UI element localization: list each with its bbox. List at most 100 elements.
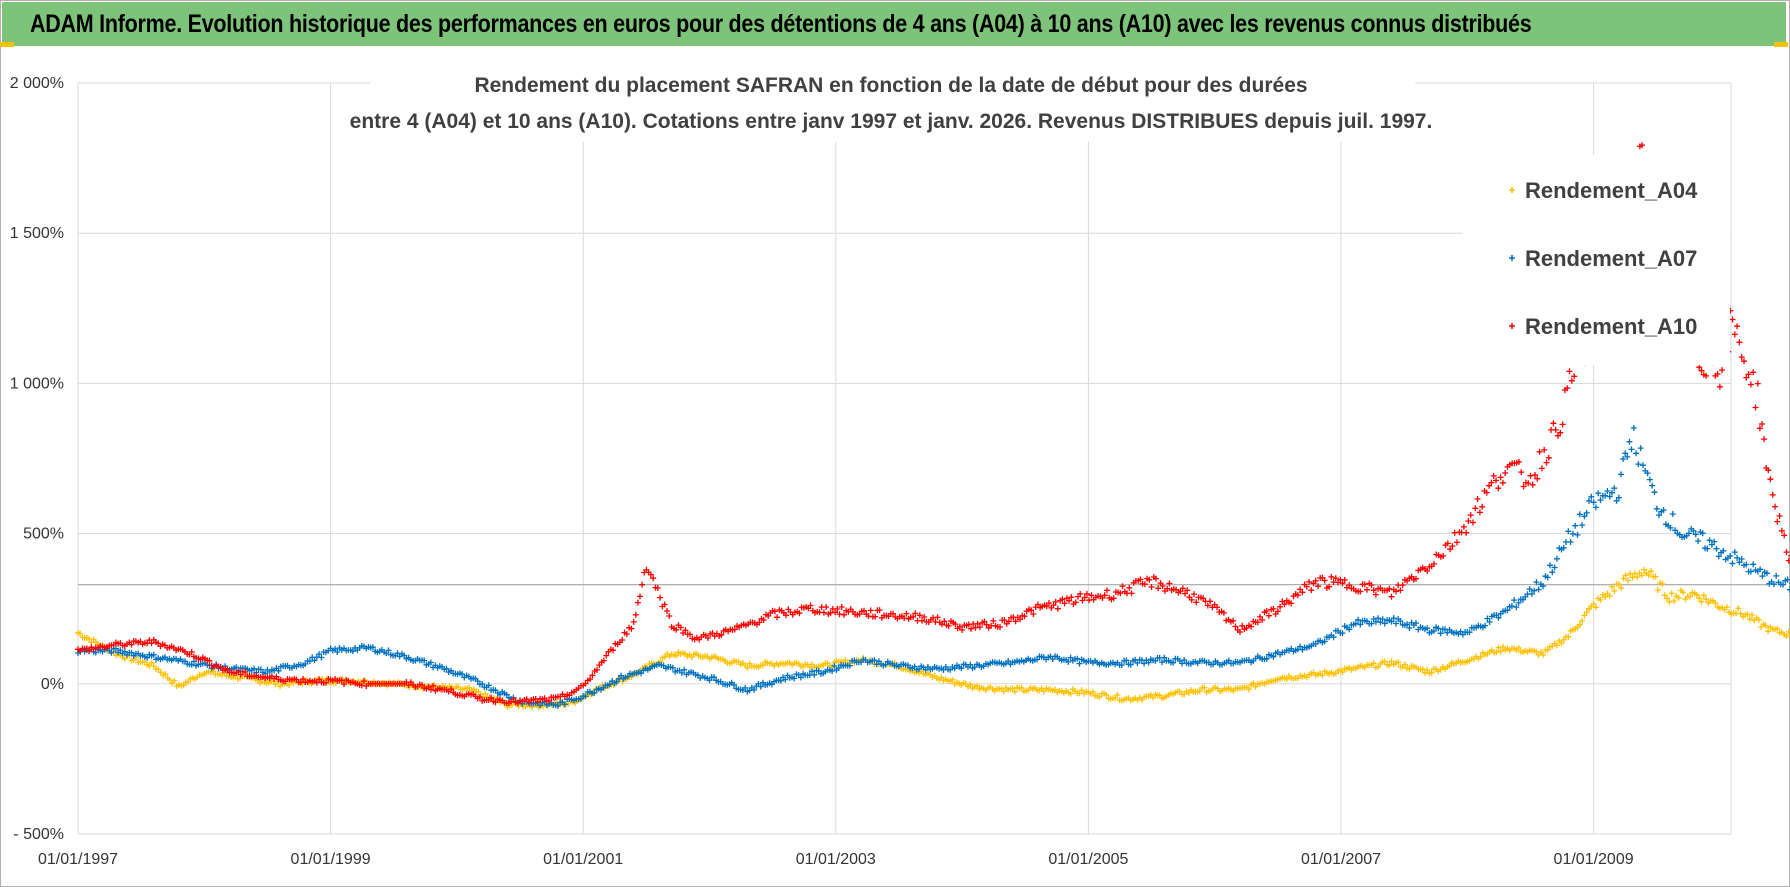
data-point bbox=[1788, 555, 1790, 557]
data-point bbox=[1495, 485, 1502, 492]
data-point bbox=[1332, 575, 1339, 582]
data-point bbox=[1397, 618, 1404, 624]
data-point bbox=[476, 694, 483, 700]
data-point bbox=[1746, 616, 1753, 623]
data-point bbox=[459, 671, 466, 678]
data-point bbox=[77, 630, 84, 637]
data-point bbox=[1754, 380, 1761, 387]
data-point bbox=[1675, 594, 1682, 601]
data-point bbox=[872, 613, 879, 620]
data-point bbox=[682, 627, 689, 634]
data-point bbox=[385, 647, 392, 654]
data-point bbox=[1018, 684, 1025, 691]
data-point bbox=[1118, 662, 1125, 668]
axis-labels: - 500% 0% 500% 1 000% 1 500% 2 000% 01/01/1997… bbox=[10, 75, 1634, 868]
data-point bbox=[1137, 576, 1144, 583]
data-point bbox=[1220, 609, 1227, 616]
data-point bbox=[1297, 643, 1304, 650]
data-point bbox=[1239, 622, 1246, 629]
data-point bbox=[510, 696, 517, 702]
data-point bbox=[1671, 598, 1677, 605]
data-point bbox=[618, 672, 625, 679]
data-point bbox=[1259, 617, 1266, 623]
data-point bbox=[1484, 615, 1491, 622]
data-point bbox=[1618, 471, 1624, 478]
data-point bbox=[811, 671, 818, 678]
data-point bbox=[619, 637, 626, 643]
data-point bbox=[1504, 607, 1511, 614]
data-point bbox=[1734, 554, 1741, 561]
data-point bbox=[1270, 653, 1277, 660]
data-point bbox=[1744, 611, 1751, 618]
data-point bbox=[1012, 618, 1019, 625]
data-point bbox=[1009, 685, 1016, 692]
data-point bbox=[1493, 477, 1499, 484]
data-point bbox=[1540, 651, 1547, 658]
data-point bbox=[1511, 597, 1518, 604]
data-point bbox=[1204, 602, 1211, 609]
chart-title-line1: Rendement du placement SAFRAN en fonctio… bbox=[474, 74, 1307, 97]
data-point bbox=[1375, 615, 1382, 622]
data-point bbox=[1536, 448, 1543, 455]
data-point bbox=[1257, 613, 1263, 620]
data-point bbox=[1586, 497, 1592, 504]
data-point bbox=[1328, 573, 1335, 580]
data-point bbox=[1463, 529, 1470, 536]
data-point bbox=[316, 651, 323, 658]
y-tick-label: 2 000% bbox=[10, 75, 64, 92]
data-point bbox=[1170, 659, 1177, 666]
data-point bbox=[1566, 368, 1573, 375]
data-point bbox=[162, 671, 169, 677]
data-point bbox=[832, 609, 839, 616]
data-point bbox=[1649, 482, 1656, 489]
data-point bbox=[632, 611, 639, 618]
data-point bbox=[430, 682, 437, 689]
data-point bbox=[1516, 458, 1522, 465]
data-point bbox=[1695, 538, 1702, 544]
data-point bbox=[1597, 497, 1604, 504]
data-point bbox=[1528, 590, 1535, 597]
data-point bbox=[1731, 331, 1738, 338]
data-point bbox=[654, 585, 661, 591]
data-point bbox=[233, 664, 240, 671]
data-point bbox=[1281, 601, 1288, 608]
data-point bbox=[1602, 492, 1609, 499]
data-point bbox=[1089, 688, 1096, 695]
data-point bbox=[1054, 605, 1061, 612]
x-tick-label: 01/01/2007 bbox=[1301, 851, 1381, 868]
data-point bbox=[1166, 580, 1173, 587]
data-point bbox=[1780, 581, 1786, 588]
data-point bbox=[1315, 583, 1321, 590]
legend-label-rendement_a07: Rendement_A07 bbox=[1525, 246, 1697, 271]
data-point bbox=[1153, 575, 1159, 582]
data-point bbox=[1424, 625, 1431, 632]
data-point bbox=[610, 647, 617, 654]
data-point bbox=[401, 652, 408, 659]
data-point bbox=[1772, 503, 1778, 510]
data-point bbox=[1715, 553, 1722, 560]
data-point bbox=[587, 676, 594, 683]
data-point bbox=[796, 610, 803, 617]
data-point bbox=[1788, 635, 1790, 637]
data-point bbox=[1660, 507, 1667, 514]
data-point bbox=[760, 617, 767, 623]
data-point bbox=[1159, 659, 1165, 666]
data-point bbox=[815, 667, 822, 674]
data-point bbox=[582, 680, 589, 687]
data-point bbox=[1729, 560, 1736, 567]
data-point bbox=[121, 648, 128, 655]
data-point bbox=[867, 607, 874, 614]
data-point bbox=[1712, 600, 1719, 607]
legend-marker-rendement_a07 bbox=[1509, 255, 1515, 261]
data-point bbox=[1230, 617, 1237, 624]
x-tick-label: 01/01/2009 bbox=[1554, 851, 1634, 868]
data-point bbox=[341, 681, 347, 688]
data-point bbox=[1738, 354, 1745, 361]
data-point bbox=[1386, 585, 1393, 592]
data-point bbox=[1696, 364, 1703, 371]
data-point bbox=[546, 698, 552, 704]
data-point bbox=[823, 604, 830, 610]
data-point bbox=[1232, 623, 1239, 630]
data-point bbox=[1052, 598, 1059, 605]
